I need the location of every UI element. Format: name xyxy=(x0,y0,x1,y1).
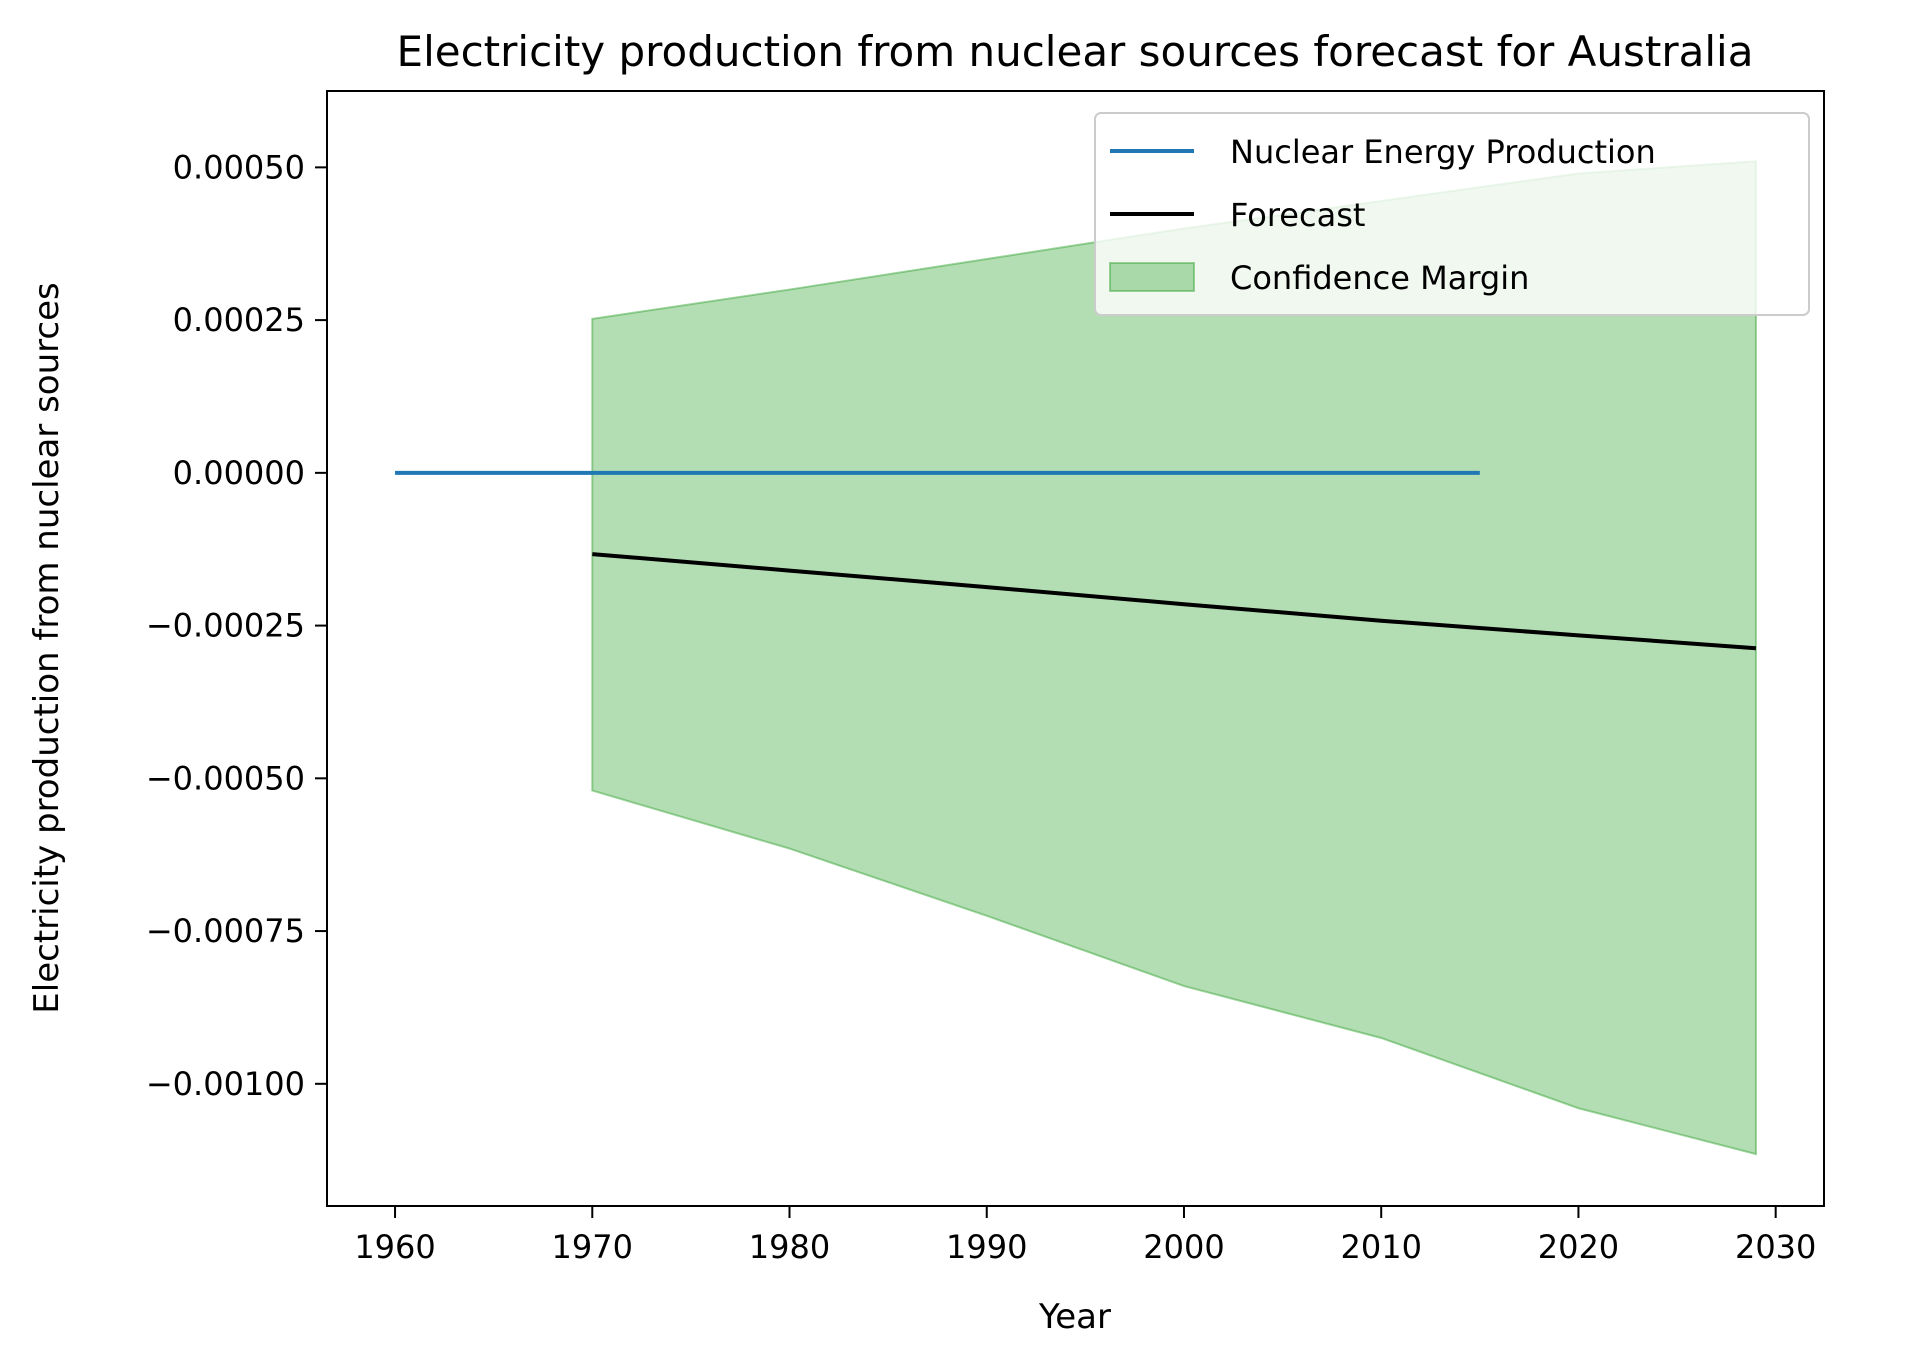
x-tick-label: 1990 xyxy=(946,1228,1027,1266)
legend: Nuclear Energy Production Forecast Confide… xyxy=(1094,112,1810,316)
plot-area xyxy=(395,160,1757,1156)
y-tick-label: −0.00100 xyxy=(146,1065,305,1103)
x-axis-label: Year xyxy=(1038,1297,1111,1337)
y-tick-label: −0.00050 xyxy=(146,759,305,797)
y-tick-label: 0.00050 xyxy=(173,148,305,186)
legend-label: Confidence Margin xyxy=(1230,259,1529,297)
x-tick-label: 2010 xyxy=(1340,1228,1421,1266)
x-tick-label: 1960 xyxy=(354,1228,435,1266)
y-axis-label: Electricity production from nuclear sour… xyxy=(27,282,67,1013)
series-line-forecast xyxy=(592,552,1757,651)
x-tick-label: 1970 xyxy=(552,1228,633,1266)
x-tick-label: 1980 xyxy=(749,1228,830,1266)
confidence-band xyxy=(591,160,1757,1156)
x-tick-label: 2030 xyxy=(1735,1228,1816,1266)
y-axis: 0.00050 0.00025 0.00000 −0.00025 −0.00050 −0.… xyxy=(146,148,327,1103)
y-tick-label: −0.00025 xyxy=(146,607,305,645)
chart-title: Electricity production from nuclear sour… xyxy=(397,27,1754,76)
legend-label: Nuclear Energy Production xyxy=(1230,133,1656,171)
legend-swatch-band xyxy=(1109,262,1195,292)
y-tick-label: 0.00000 xyxy=(173,454,305,492)
legend-box xyxy=(1094,112,1810,316)
x-tick-label: 2020 xyxy=(1538,1228,1619,1266)
axes-frame xyxy=(326,90,1825,1207)
y-tick-label: −0.00075 xyxy=(146,912,305,950)
x-tick-label: 2000 xyxy=(1143,1228,1224,1266)
legend-label: Forecast xyxy=(1230,196,1365,234)
x-axis: 1960 1970 1980 1990 2000 2010 2020 2030 xyxy=(354,1206,1816,1266)
y-tick-label: 0.00025 xyxy=(173,301,305,339)
